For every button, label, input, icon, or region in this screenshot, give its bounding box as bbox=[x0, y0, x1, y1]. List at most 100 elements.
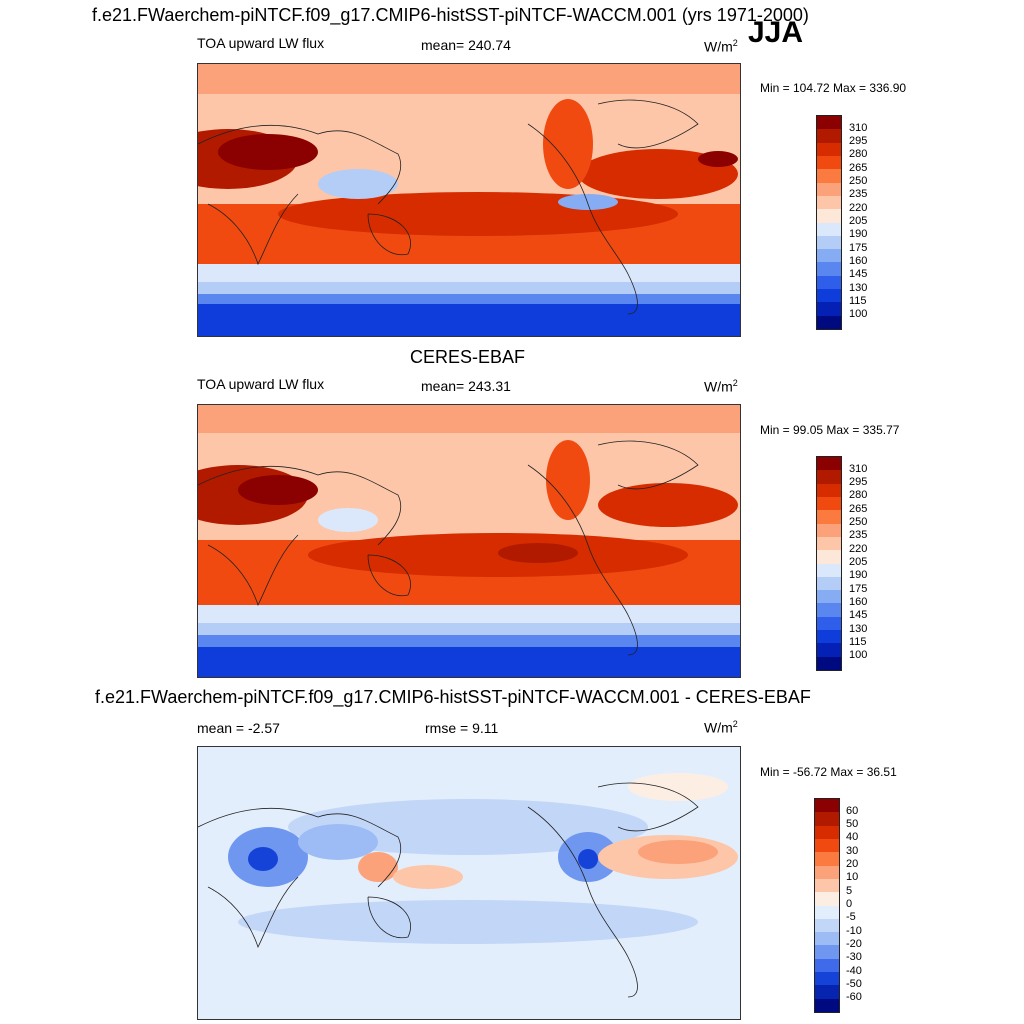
colorbar-swatch bbox=[815, 878, 839, 893]
colorbar-label: 50 bbox=[846, 818, 859, 831]
colorbar-swatch bbox=[815, 945, 839, 959]
colorbar-label: 5 bbox=[846, 884, 853, 897]
colorbar-swatch bbox=[815, 865, 839, 879]
colorbar-label: -30 bbox=[846, 951, 862, 964]
panel2-variable: TOA upward LW flux bbox=[197, 376, 325, 392]
colorbar-label: 205 bbox=[849, 215, 868, 227]
panel1-title: f.e21.FWaerchem-piNTCF.f09_g17.CMIP6-his… bbox=[92, 5, 809, 25]
panel1-colorbar bbox=[816, 115, 842, 330]
colorbar-swatch bbox=[817, 116, 841, 130]
colorbar-label: 280 bbox=[849, 148, 868, 161]
colorbar-label: 115 bbox=[849, 294, 867, 307]
colorbar-swatch bbox=[817, 222, 841, 236]
colorbar-label: 20 bbox=[846, 858, 859, 871]
panel1-map bbox=[197, 63, 741, 337]
colorbar-swatch bbox=[817, 550, 841, 564]
colorbar-swatch bbox=[817, 496, 841, 511]
colorbar-label: 160 bbox=[849, 254, 868, 267]
colorbar-label: 130 bbox=[849, 622, 868, 635]
colorbar-label: 250 bbox=[849, 175, 868, 188]
panel3-rmse: rmse = 9.11 bbox=[425, 720, 499, 736]
colorbar-label: 0 bbox=[846, 898, 853, 910]
colorbar-swatch bbox=[817, 483, 841, 497]
colorbar-label: 220 bbox=[849, 542, 868, 555]
panel2-units: W/m2 bbox=[704, 378, 738, 395]
colorbar-swatch bbox=[815, 985, 839, 999]
panel1-mean: mean= 240.74 bbox=[421, 37, 511, 53]
colorbar-swatch bbox=[817, 630, 841, 644]
panel2-colorbar bbox=[816, 456, 842, 671]
colorbar-label: 60 bbox=[846, 804, 859, 817]
colorbar-swatch bbox=[817, 209, 841, 223]
colorbar-label: 145 bbox=[849, 268, 868, 281]
colorbar-swatch bbox=[817, 536, 841, 551]
colorbar-swatch bbox=[817, 563, 841, 577]
colorbar-swatch bbox=[817, 275, 841, 290]
colorbar-label: 10 bbox=[846, 871, 859, 884]
colorbar-swatch bbox=[815, 892, 839, 906]
panel1-variable: TOA upward LW flux bbox=[197, 35, 325, 51]
panel1-minmax: Min = 104.72 Max = 336.90 bbox=[760, 81, 907, 95]
panel3-units: W/m2 bbox=[704, 719, 738, 736]
colorbar-label: 145 bbox=[849, 609, 868, 622]
panel3-minmax: Min = -56.72 Max = 36.51 bbox=[760, 765, 897, 779]
colorbar-label: 190 bbox=[849, 228, 868, 241]
colorbar-swatch bbox=[817, 643, 841, 657]
colorbar-swatch bbox=[817, 195, 841, 210]
colorbar-label: 175 bbox=[849, 582, 868, 595]
panel2-title: CERES-EBAF bbox=[410, 347, 526, 367]
colorbar-swatch bbox=[815, 998, 839, 1012]
panel2-map bbox=[197, 404, 741, 678]
panel3-map bbox=[197, 746, 741, 1020]
colorbar-label: 175 bbox=[849, 241, 868, 254]
colorbar-label: -5 bbox=[846, 911, 856, 924]
colorbar-swatch bbox=[817, 155, 841, 170]
colorbar-label: 295 bbox=[849, 135, 868, 148]
panel2-map-canvas bbox=[198, 405, 740, 677]
colorbar-label: 190 bbox=[849, 569, 868, 582]
colorbar-swatch bbox=[817, 470, 841, 484]
colorbar-swatch bbox=[817, 603, 841, 617]
colorbar-swatch bbox=[815, 852, 839, 866]
colorbar-label: 160 bbox=[849, 595, 868, 608]
colorbar-swatch bbox=[815, 799, 839, 813]
season-label: JJA bbox=[748, 16, 804, 49]
colorbar-label: -20 bbox=[846, 937, 862, 950]
colorbar-label: 220 bbox=[849, 201, 868, 214]
colorbar-label: 310 bbox=[849, 121, 868, 134]
colorbar-label: -40 bbox=[846, 964, 862, 977]
colorbar-label: -10 bbox=[846, 924, 862, 937]
panel3-colorbar bbox=[814, 798, 840, 1013]
colorbar-swatch bbox=[817, 169, 841, 183]
panel3-title: f.e21.FWaerchem-piNTCF.f09_g17.CMIP6-his… bbox=[95, 687, 811, 707]
colorbar-swatch bbox=[817, 576, 841, 591]
colorbar-swatch bbox=[817, 315, 841, 329]
panel1-map-canvas bbox=[198, 64, 740, 336]
colorbar-swatch bbox=[815, 918, 839, 933]
panel1-units: W/m2 bbox=[704, 38, 738, 55]
colorbar-swatch bbox=[815, 905, 839, 919]
colorbar-label: 235 bbox=[849, 188, 868, 201]
colorbar-swatch bbox=[817, 249, 841, 263]
colorbar-swatch bbox=[815, 958, 839, 973]
colorbar-swatch bbox=[817, 302, 841, 316]
colorbar-label: -50 bbox=[846, 977, 862, 990]
colorbar-label: 130 bbox=[849, 281, 868, 294]
colorbar-label: 265 bbox=[849, 161, 868, 174]
colorbar-swatch bbox=[817, 656, 841, 670]
colorbar-swatch bbox=[817, 523, 841, 537]
colorbar-swatch bbox=[817, 142, 841, 156]
colorbar-label: 100 bbox=[849, 649, 868, 662]
colorbar-swatch bbox=[817, 182, 841, 196]
colorbar-label: 280 bbox=[849, 489, 868, 502]
colorbar-label: 295 bbox=[849, 476, 868, 489]
colorbar-label: 265 bbox=[849, 502, 868, 515]
colorbar-label: 115 bbox=[849, 635, 867, 648]
colorbar-swatch bbox=[815, 825, 839, 839]
colorbar-swatch bbox=[815, 838, 839, 853]
colorbar-swatch bbox=[817, 590, 841, 604]
colorbar-label: 310 bbox=[849, 462, 868, 475]
colorbar-swatch bbox=[815, 972, 839, 986]
colorbar-label: 40 bbox=[846, 831, 859, 844]
panel3-map-canvas bbox=[198, 747, 740, 1019]
